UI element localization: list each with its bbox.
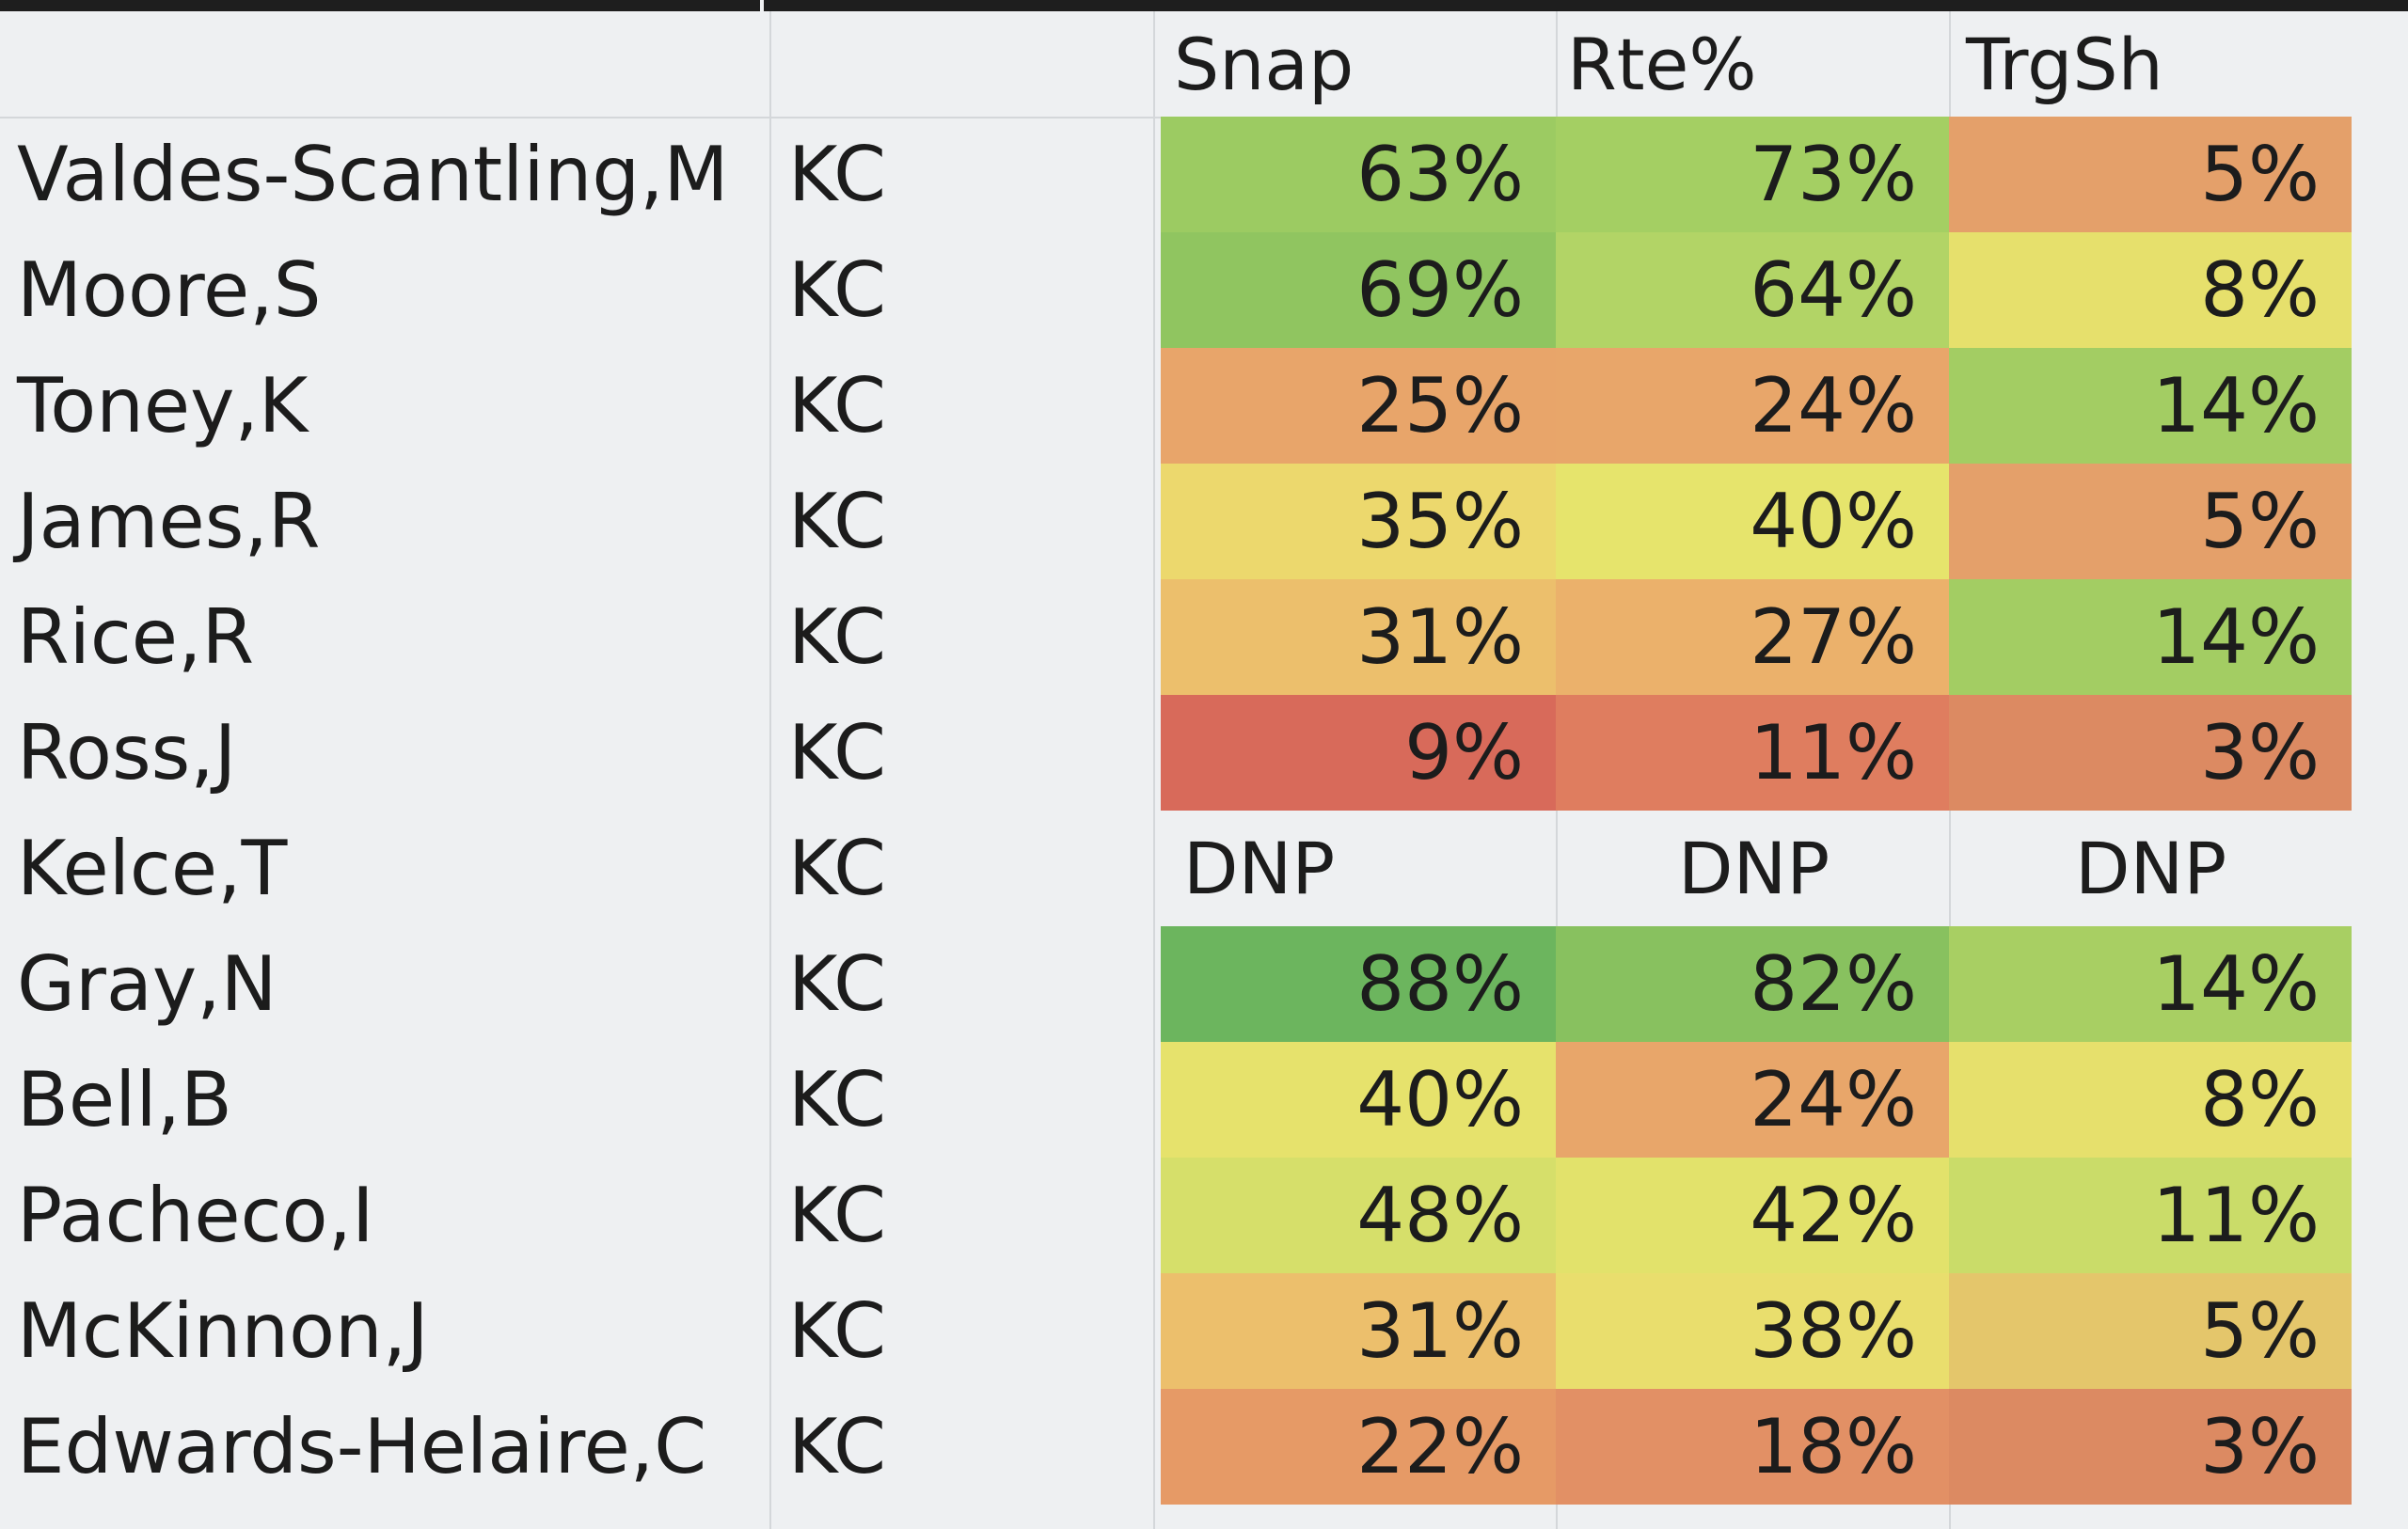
team-cell[interactable]: KC (788, 1287, 886, 1375)
top-bar (0, 0, 2408, 11)
snap-value-cell[interactable]: 31% (1161, 1273, 1556, 1389)
rte-value-cell[interactable]: 40% (1556, 464, 1949, 579)
trgsh-value-cell[interactable]: 5% (1949, 117, 2352, 232)
header-rte[interactable]: Rte% (1567, 23, 1757, 106)
snap-value-cell[interactable]: 9% (1161, 695, 1556, 811)
team-cell[interactable]: KC (788, 593, 886, 681)
rte-value-cell[interactable]: 73% (1556, 117, 1949, 232)
team-cell[interactable]: KC (788, 709, 886, 796)
table-row: Ross,J KC 9% 11% 3% (0, 695, 2408, 811)
snap-value-cell[interactable]: 88% (1161, 926, 1556, 1042)
dnp-cell[interactable]: DNP (2075, 827, 2227, 910)
header-trgsh[interactable]: TrgSh (1966, 23, 2163, 106)
table-row: Moore,S KC 69% 64% 8% (0, 232, 2408, 348)
rte-value-cell[interactable]: 64% (1556, 232, 1949, 348)
dnp-cell[interactable]: DNP (1678, 827, 1830, 910)
rte-value-cell[interactable]: 82% (1556, 926, 1949, 1042)
team-cell[interactable]: KC (788, 478, 886, 565)
table-row: Edwards-Helaire,C KC 22% 18% 3% (0, 1389, 2408, 1505)
trgsh-value-cell[interactable]: 3% (1949, 1389, 2352, 1505)
trgsh-value-cell[interactable]: 5% (1949, 1273, 2352, 1389)
trgsh-value-cell[interactable]: 11% (1949, 1158, 2352, 1273)
player-name-cell[interactable]: Moore,S (17, 246, 322, 334)
trgsh-value-cell[interactable]: 3% (1949, 695, 2352, 811)
team-cell[interactable]: KC (788, 246, 886, 334)
table-row: James,R KC 35% 40% 5% (0, 464, 2408, 579)
table-row: McKinnon,J KC 31% 38% 5% (0, 1273, 2408, 1389)
rte-value-cell[interactable]: 18% (1556, 1389, 1949, 1505)
team-cell[interactable]: KC (788, 1403, 886, 1490)
table-row: Gray,N KC 88% 82% 14% (0, 926, 2408, 1042)
team-cell[interactable]: KC (788, 1056, 886, 1143)
table-row: Rice,R KC 31% 27% 14% (0, 579, 2408, 695)
trgsh-value-cell[interactable]: 8% (1949, 232, 2352, 348)
rte-value-cell[interactable]: 11% (1556, 695, 1949, 811)
header-snap[interactable]: Snap (1174, 23, 1354, 106)
player-name-cell[interactable]: Pacheco,I (17, 1172, 374, 1259)
team-cell[interactable]: KC (788, 131, 886, 218)
rte-value-cell[interactable]: 24% (1556, 1042, 1949, 1158)
snap-value-cell[interactable]: 63% (1161, 117, 1556, 232)
team-cell[interactable]: KC (788, 825, 886, 912)
player-name-cell[interactable]: James,R (17, 478, 321, 565)
player-name-cell[interactable]: Kelce,T (17, 825, 288, 912)
table-row: Valdes-Scantling,M KC 63% 73% 5% (0, 117, 2408, 232)
rte-value-cell[interactable]: 27% (1556, 579, 1949, 695)
snap-value-cell[interactable]: 22% (1161, 1389, 1556, 1505)
table-row: Kelce,T KC DNP DNP DNP (0, 811, 2408, 926)
table-row: Toney,K KC 25% 24% 14% (0, 348, 2408, 464)
team-cell[interactable]: KC (788, 1172, 886, 1259)
team-cell[interactable]: KC (788, 362, 886, 449)
player-name-cell[interactable]: McKinnon,J (17, 1287, 429, 1375)
rte-value-cell[interactable]: 38% (1556, 1273, 1949, 1389)
player-name-cell[interactable]: Bell,B (17, 1056, 232, 1143)
dnp-cell[interactable]: DNP (1183, 827, 1336, 910)
rte-value-cell[interactable]: 42% (1556, 1158, 1949, 1273)
snap-value-cell[interactable]: 40% (1161, 1042, 1556, 1158)
trgsh-value-cell[interactable]: 14% (1949, 926, 2352, 1042)
snap-value-cell[interactable]: 31% (1161, 579, 1556, 695)
player-name-cell[interactable]: Gray,N (17, 940, 277, 1028)
snap-value-cell[interactable]: 69% (1161, 232, 1556, 348)
table-row: Bell,B KC 40% 24% 8% (0, 1042, 2408, 1158)
player-name-cell[interactable]: Ross,J (17, 709, 237, 796)
player-name-cell[interactable]: Rice,R (17, 593, 255, 681)
snap-value-cell[interactable]: 25% (1161, 348, 1556, 464)
snap-value-cell[interactable]: 35% (1161, 464, 1556, 579)
team-cell[interactable]: KC (788, 940, 886, 1028)
rte-value-cell[interactable]: 24% (1556, 348, 1949, 464)
player-name-cell[interactable]: Toney,K (17, 362, 309, 449)
trgsh-value-cell[interactable]: 5% (1949, 464, 2352, 579)
trgsh-value-cell[interactable]: 14% (1949, 348, 2352, 464)
trgsh-value-cell[interactable]: 14% (1949, 579, 2352, 695)
trgsh-value-cell[interactable]: 8% (1949, 1042, 2352, 1158)
player-name-cell[interactable]: Edwards-Helaire,C (17, 1403, 707, 1490)
gridline (1153, 11, 1155, 1529)
player-name-cell[interactable]: Valdes-Scantling,M (17, 131, 729, 218)
table-row: Pacheco,I KC 48% 42% 11% (0, 1158, 2408, 1273)
sheet-edge (2352, 11, 2408, 1529)
snap-value-cell[interactable]: 48% (1161, 1158, 1556, 1273)
gridline (769, 11, 771, 1529)
